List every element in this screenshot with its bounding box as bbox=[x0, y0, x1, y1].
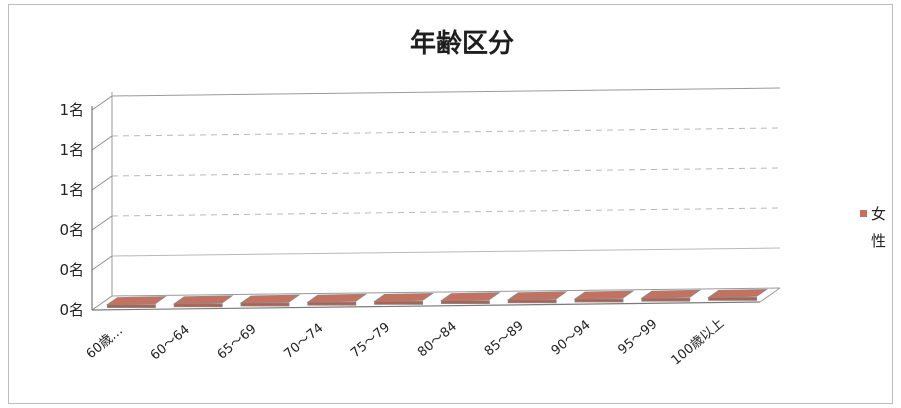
bar-front bbox=[507, 299, 557, 304]
bar bbox=[306, 293, 368, 303]
side-tick bbox=[91, 295, 113, 311]
y-tick-label: 1名 bbox=[59, 141, 84, 159]
bar bbox=[640, 289, 702, 299]
y-tick-labels: 0名 0名 0名 1名 1名 1名 bbox=[59, 101, 84, 319]
legend: 女 性 bbox=[860, 205, 886, 250]
bar bbox=[506, 291, 568, 301]
gridline bbox=[111, 127, 781, 137]
gridlines bbox=[91, 87, 781, 311]
bar bbox=[440, 292, 501, 302]
side-tick bbox=[91, 215, 113, 231]
bar-front bbox=[307, 301, 357, 306]
axis-layer bbox=[91, 92, 781, 311]
bars-layer bbox=[106, 288, 768, 309]
x-tick-label: 65～69 bbox=[215, 322, 260, 363]
legend-swatch bbox=[860, 210, 867, 217]
gridline bbox=[111, 167, 781, 177]
x-tick-label: 100歳以上 bbox=[669, 316, 728, 369]
gridline bbox=[111, 207, 781, 217]
y-tick-label: 0名 bbox=[59, 261, 84, 279]
x-tick-label: 70～74 bbox=[281, 321, 326, 362]
x-tick-labels: 60歳… 60～64 65～69 70～74 75～79 80～84 85～89 90～94 9… bbox=[84, 316, 727, 369]
floor-right-edge bbox=[759, 287, 781, 303]
gridline bbox=[111, 87, 781, 97]
bar bbox=[373, 292, 434, 302]
side-tick bbox=[91, 135, 113, 151]
bar bbox=[707, 288, 768, 298]
x-tick-label: 80～84 bbox=[415, 319, 460, 360]
side-tick bbox=[91, 255, 113, 271]
bar-front bbox=[374, 300, 424, 305]
y-tick-label: 1名 bbox=[59, 101, 84, 119]
bar-front bbox=[173, 303, 223, 308]
x-tick-label: 75～79 bbox=[348, 320, 393, 361]
x-tick-label: 85～89 bbox=[482, 318, 527, 359]
bar-front bbox=[440, 300, 490, 305]
side-tick bbox=[91, 175, 113, 191]
y-tick-label: 0名 bbox=[59, 221, 84, 239]
chart-frame bbox=[8, 4, 893, 404]
bar bbox=[172, 295, 234, 305]
bar bbox=[106, 296, 167, 306]
x-axis-line bbox=[91, 301, 761, 311]
x-tick-label: 60歳… bbox=[84, 323, 126, 362]
x-tick-label: 95～99 bbox=[615, 317, 660, 358]
bar-front bbox=[240, 302, 290, 307]
x-tick-label: 60～64 bbox=[148, 322, 193, 363]
legend-label-line1: 女 bbox=[871, 205, 886, 223]
side-tick bbox=[91, 95, 113, 111]
bar-front bbox=[708, 296, 758, 301]
bar bbox=[239, 294, 301, 304]
legend-label-line2: 性 bbox=[871, 232, 886, 250]
bar bbox=[573, 290, 635, 300]
y-tick-label: 1名 bbox=[59, 181, 84, 199]
bar-front bbox=[106, 304, 156, 309]
chart-title: 年齢区分 bbox=[410, 28, 514, 59]
gridline bbox=[111, 247, 781, 257]
x-tick-label: 90～94 bbox=[549, 318, 594, 359]
x-axis-back-line bbox=[111, 287, 781, 297]
bar-front bbox=[641, 297, 691, 302]
bar-front bbox=[574, 298, 624, 303]
y-tick-label: 0名 bbox=[59, 301, 84, 319]
